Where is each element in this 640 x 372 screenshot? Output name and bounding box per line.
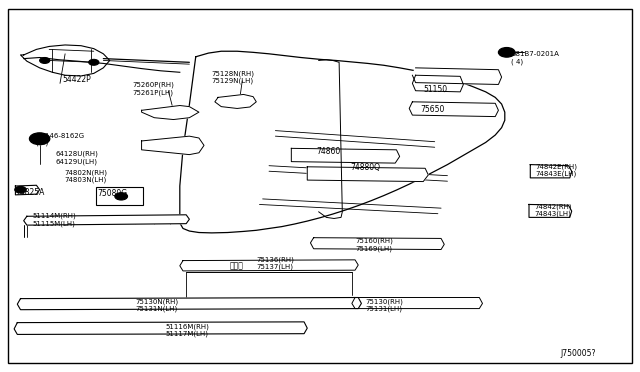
Circle shape [89,60,99,65]
Polygon shape [215,94,256,109]
Circle shape [499,48,515,57]
Text: 74860: 74860 [317,147,341,157]
Text: 75130N(RH)
75131N(LH): 75130N(RH) 75131N(LH) [135,298,179,312]
Text: 75080G: 75080G [97,189,127,198]
Polygon shape [531,164,572,178]
Text: B: B [38,136,42,141]
Text: 74802N(RH)
74803N(LH): 74802N(RH) 74803N(LH) [65,169,108,183]
Text: 51116M(RH)
51117M(LH): 51116M(RH) 51117M(LH) [166,323,210,337]
Polygon shape [141,136,204,155]
Text: 75130(RH)
75131(LH): 75130(RH) 75131(LH) [366,298,404,312]
Polygon shape [412,68,502,84]
Text: 75136(RH)
75137(LH): 75136(RH) 75137(LH) [256,256,294,270]
Text: 75650: 75650 [420,105,444,113]
Text: 74825A: 74825A [15,188,45,197]
Text: 74842E(RH)
74843E(LH): 74842E(RH) 74843E(LH) [536,163,577,177]
Polygon shape [15,185,40,195]
Circle shape [40,58,50,63]
Bar [96,187,143,205]
Text: 74880Q: 74880Q [351,163,381,172]
Polygon shape [17,298,362,310]
Polygon shape [412,75,463,92]
Text: 51150: 51150 [423,86,447,94]
Polygon shape [20,45,109,76]
Text: 081B7-0201A
( 4): 081B7-0201A ( 4) [511,51,559,65]
Polygon shape [529,205,572,217]
Text: 54422P: 54422P [62,76,91,84]
Circle shape [15,186,26,193]
Circle shape [29,133,50,145]
Text: 75160(RH)
75169(LH): 75160(RH) 75169(LH) [355,238,393,252]
Polygon shape [141,106,199,119]
Polygon shape [180,260,358,271]
Polygon shape [409,102,499,116]
Text: 75260P(RH)
75261P(LH): 75260P(RH) 75261P(LH) [132,81,174,96]
Circle shape [115,193,127,200]
Polygon shape [352,298,483,309]
Text: J750005?: J750005? [561,349,596,358]
Polygon shape [180,51,505,233]
Polygon shape [24,215,189,225]
Polygon shape [291,148,399,163]
Polygon shape [307,167,428,182]
Text: 51114M(RH)
51115M(LH): 51114M(RH) 51115M(LH) [32,213,76,227]
Text: 74842(RH)
74843(LH): 74842(RH) 74843(LH) [534,203,572,217]
Text: 75128N(RH)
75129N(LH): 75128N(RH) 75129N(LH) [212,70,255,84]
Text: 非販売: 非販売 [230,261,243,270]
Text: B: B [505,50,509,55]
Polygon shape [14,322,307,334]
Text: 64128U(RH)
64129U(LH): 64128U(RH) 64129U(LH) [56,151,99,164]
Text: 08146-8162G
( 6): 08146-8162G ( 6) [36,133,84,146]
Polygon shape [310,238,444,250]
